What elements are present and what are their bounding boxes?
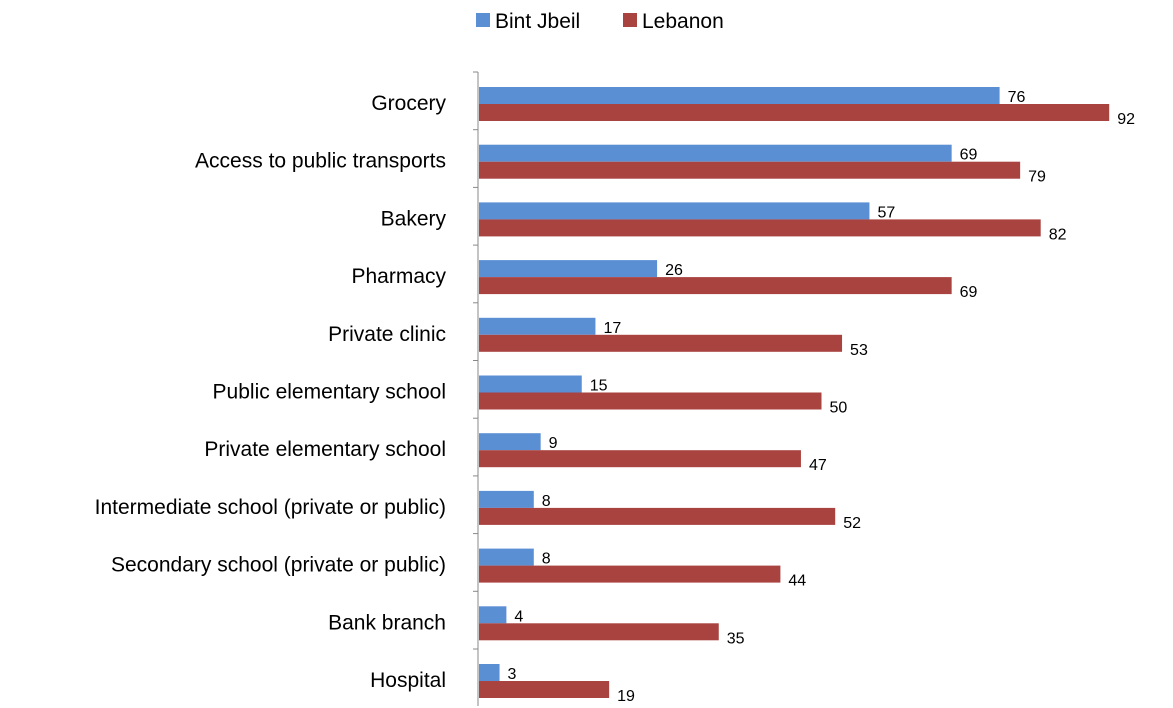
data-label-lebanon: 92	[1117, 111, 1135, 128]
bar-bint-jbeil	[479, 606, 507, 624]
bar-bint-jbeil	[479, 548, 534, 566]
data-label-lebanon: 53	[850, 342, 868, 359]
bar-lebanon	[479, 219, 1041, 237]
category-label: Bakery	[381, 207, 447, 230]
bar-lebanon	[479, 450, 801, 468]
legend-label-lebanon: Lebanon	[642, 10, 724, 33]
bar-lebanon	[479, 565, 781, 583]
data-label-lebanon: 52	[843, 515, 861, 532]
category-label: Pharmacy	[351, 265, 446, 288]
category-label: Secondary school (private or public)	[111, 554, 446, 577]
data-label-lebanon: 19	[617, 688, 635, 705]
data-label-bint-jbeil: 15	[590, 378, 608, 395]
category-label: Hospital	[370, 669, 446, 692]
legend-item-lebanon: Lebanon	[623, 10, 724, 33]
data-label-bint-jbeil: 76	[1008, 89, 1026, 106]
bar-bint-jbeil	[479, 202, 870, 220]
bar-lebanon	[479, 507, 836, 525]
bar-bint-jbeil	[479, 260, 658, 278]
data-label-bint-jbeil: 8	[542, 551, 551, 568]
category-label: Intermediate school (private or public)	[95, 496, 446, 519]
data-label-bint-jbeil: 4	[514, 608, 523, 625]
bar-bint-jbeil	[479, 87, 1000, 104]
bar-bint-jbeil	[479, 144, 952, 162]
data-label-bint-jbeil: 3	[508, 666, 517, 683]
bar-lebanon	[479, 623, 719, 641]
data-label-lebanon: 69	[960, 284, 978, 301]
legend-swatch-bint-jbeil	[476, 13, 490, 27]
data-label-lebanon: 35	[727, 630, 745, 647]
data-label-lebanon: 50	[830, 400, 848, 417]
data-label-bint-jbeil: 26	[665, 262, 683, 279]
data-label-lebanon: 44	[788, 573, 806, 590]
category-label: Bank branch	[328, 611, 446, 634]
data-label-bint-jbeil: 17	[603, 320, 621, 337]
category-label: Grocery	[371, 92, 446, 115]
data-label-lebanon: 82	[1049, 226, 1067, 243]
category-label: Private elementary school	[204, 438, 446, 461]
data-label-bint-jbeil: 9	[549, 435, 558, 452]
bar-bint-jbeil	[479, 490, 534, 508]
bar-bint-jbeil	[479, 317, 596, 335]
data-label-bint-jbeil: 69	[960, 147, 978, 164]
bar-lebanon	[479, 161, 1021, 179]
bar-bint-jbeil	[479, 375, 582, 393]
data-label-lebanon: 79	[1028, 169, 1046, 186]
legend-swatch-lebanon	[623, 13, 637, 27]
bar-lebanon	[479, 104, 1110, 121]
data-label-bint-jbeil: 57	[877, 204, 895, 221]
bar-lebanon	[479, 392, 822, 410]
bar-lebanon	[479, 334, 843, 352]
category-label: Private clinic	[328, 323, 446, 346]
data-label-lebanon: 47	[809, 457, 827, 474]
bar-bint-jbeil	[479, 664, 500, 681]
bar-bint-jbeil	[479, 433, 541, 451]
bar-lebanon	[479, 277, 952, 295]
category-label: Public elementary school	[213, 381, 446, 404]
legend-label-bint-jbeil: Bint Jbeil	[495, 10, 580, 33]
legend-item-bint-jbeil: Bint Jbeil	[476, 10, 580, 33]
category-label: Access to public transports	[195, 150, 446, 173]
bar-lebanon	[479, 681, 610, 698]
data-label-bint-jbeil: 8	[542, 493, 551, 510]
